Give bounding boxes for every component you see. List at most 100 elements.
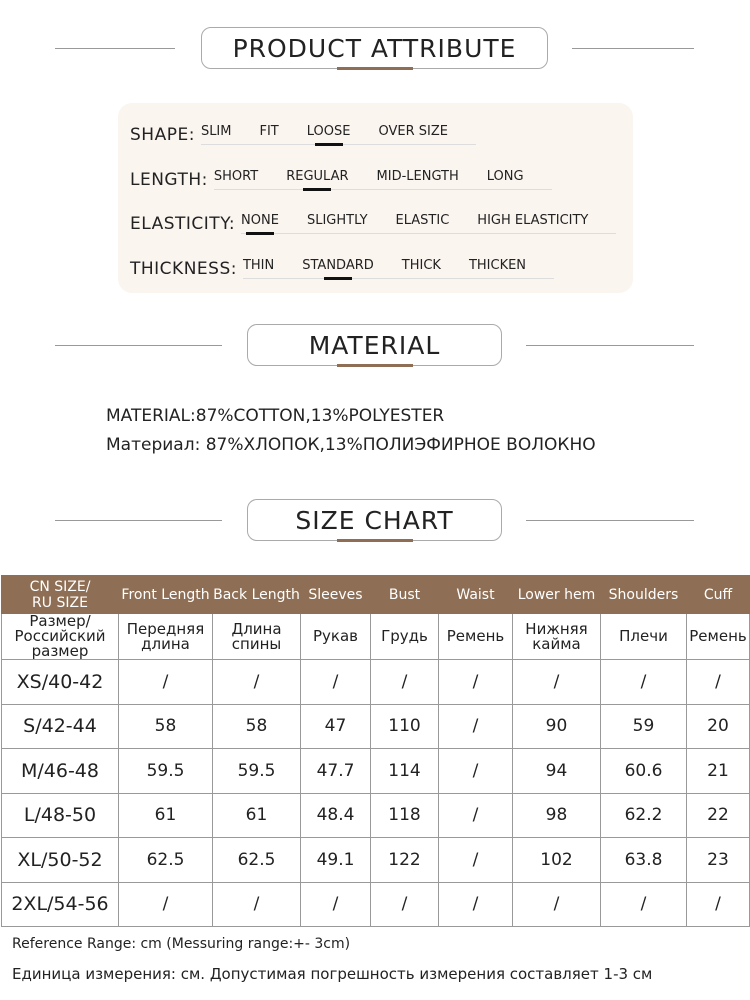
table-cell: / [438,881,513,927]
table-cell: 22 [686,792,750,838]
table-cell: 114 [370,748,439,794]
attribute-panel: SHAPE: SLIM FIT LOOSE OVER SIZE LENGTH: SHORT R… [118,103,633,293]
table-row: M/46-48 59.5 59.5 47.7 114/94 60.6 21 [1,748,750,794]
table-row: 2XL/54-56// / / / / / / [1,881,750,927]
table-cell: 59.5 [212,748,301,794]
table-cell: 94 [512,748,601,794]
size-chart-header: SIZE CHART [0,499,750,543]
table-cell: 62.5 [212,837,301,883]
attribute-option: LOOSE [306,124,351,139]
material-en: MATERIAL:87%COTTON,13%POLYESTER [106,406,445,426]
table-cell: 23 [686,837,750,883]
attribute-option: THIN [242,258,275,273]
attribute-label: THICKNESS: [130,259,237,279]
table-cell: Нижняя кайма [512,613,601,660]
section-title: SIZE CHART [295,505,454,535]
table-cell: / [438,659,513,705]
attribute-row: SHAPE: SLIM FIT LOOSE OVER SIZE [130,115,476,145]
material-header: MATERIAL [0,324,750,368]
attribute-options: THIN STANDARD THICK THICKEN [242,258,555,279]
table-row: L/48-50 61 61 48.4 118/98 62.2 22 [1,792,750,838]
table-cell: / [438,837,513,883]
table-cell: 21 [686,748,750,794]
attribute-option: SLIM [200,124,232,139]
table-cell: / [438,703,513,749]
reference-note-en: Reference Range: cm (Messuring range:+- … [12,936,351,952]
attribute-row: LENGTH: SHORT REGULAR MID-LENGTH LONG [130,160,552,190]
section-title: MATERIAL [308,330,441,360]
table-cell: / [370,881,439,927]
table-cell: / [212,881,301,927]
attribute-options: SLIM FIT LOOSE OVER SIZE [200,124,476,145]
table-cell: / [438,748,513,794]
attribute-options: SHORT REGULAR MID-LENGTH LONG [213,169,552,190]
attribute-row: ELASTICITY: NONE SLIGHTLY ELASTIC HIGH ELAST… [130,204,617,234]
attribute-label: LENGTH: [130,170,208,190]
table-cell: 62.2 [600,792,687,838]
table-cell: Back Length [212,575,301,614]
table-cell: 47.7 [300,748,371,794]
table-cell: / [512,881,601,927]
table-cell: Cuff [686,575,750,614]
table-cell: 62.5 [118,837,213,883]
table-cell: / [600,881,687,927]
table-cell: Рукав [300,613,371,660]
material-ru: Материал: 87%ХЛОПОК,13%ПОЛИЭФИРНОЕ ВОЛОК… [106,435,596,455]
table-cell: / [300,659,371,705]
table-cell: Lower hem [512,575,601,614]
attribute-option: ELASTIC [395,213,450,228]
table-cell: / [438,792,513,838]
size-chart-table: CN SIZE/ RU SIZE Front Length Back Length S… [1,575,750,927]
table-cell: / [600,659,687,705]
table-cell: 47 [300,703,371,749]
table-cell: Плечи [600,613,687,660]
table-cell: Bust [370,575,439,614]
attribute-option: OVER SIZE [378,124,448,139]
table-cell: Ремень [686,613,750,660]
table-row: XS/40-42// / / / / / / [1,659,750,705]
attribute-row: THICKNESS: THIN STANDARD THICK THICKEN [130,249,555,279]
attribute-label: SHAPE: [130,125,195,145]
table-header-row-en: CN SIZE/ RU SIZE Front Length Back Length S… [1,575,750,614]
table-header-row-ru: Размер/ Российский размер Передняя длина Д… [1,613,750,660]
attribute-option: REGULAR [286,169,349,184]
attribute-option: NONE [241,213,279,228]
table-cell: 118 [370,792,439,838]
table-cell: / [118,881,213,927]
table-row: S/42-44 58 58 47 110/90 59 20 [1,703,750,749]
table-cell: Sleeves [300,575,371,614]
attribute-option: SHORT [213,169,259,184]
table-cell: / [370,659,439,705]
attribute-option: THICK [401,258,441,273]
table-cell: 102 [512,837,601,883]
table-cell: 60.6 [600,748,687,794]
table-cell: Грудь [370,613,439,660]
table-cell: Размер/ Российский размер [1,613,119,660]
attribute-option: STANDARD [302,258,374,273]
section-title: PRODUCT ATTRIBUTE [232,33,517,63]
attribute-option: FIT [259,124,279,139]
table-cell: Передняя длина [118,613,213,660]
attribute-option: SLIGHTLY [306,213,368,228]
table-cell: 90 [512,703,601,749]
table-cell: 98 [512,792,601,838]
table-cell: XS/40-42 [1,659,119,705]
table-cell: L/48-50 [1,792,119,838]
table-cell: 59.5 [118,748,213,794]
attribute-option: HIGH ELASTICITY [477,213,589,228]
attribute-label: ELASTICITY: [130,214,236,234]
table-cell: 63.8 [600,837,687,883]
table-cell: Waist [438,575,513,614]
reference-note-ru: Единица измерения: см. Допустимая погреш… [12,965,653,983]
table-cell: Front Length [118,575,213,614]
table-cell: Shoulders [600,575,687,614]
table-cell: / [118,659,213,705]
product-attribute-header: PRODUCT ATTRIBUTE [0,27,750,71]
table-cell: / [212,659,301,705]
table-cell: 61 [118,792,213,838]
table-cell: 59 [600,703,687,749]
table-cell: 2XL/54-56 [1,881,119,927]
table-cell: S/42-44 [1,703,119,749]
table-cell: / [300,881,371,927]
table-cell: 122 [370,837,439,883]
